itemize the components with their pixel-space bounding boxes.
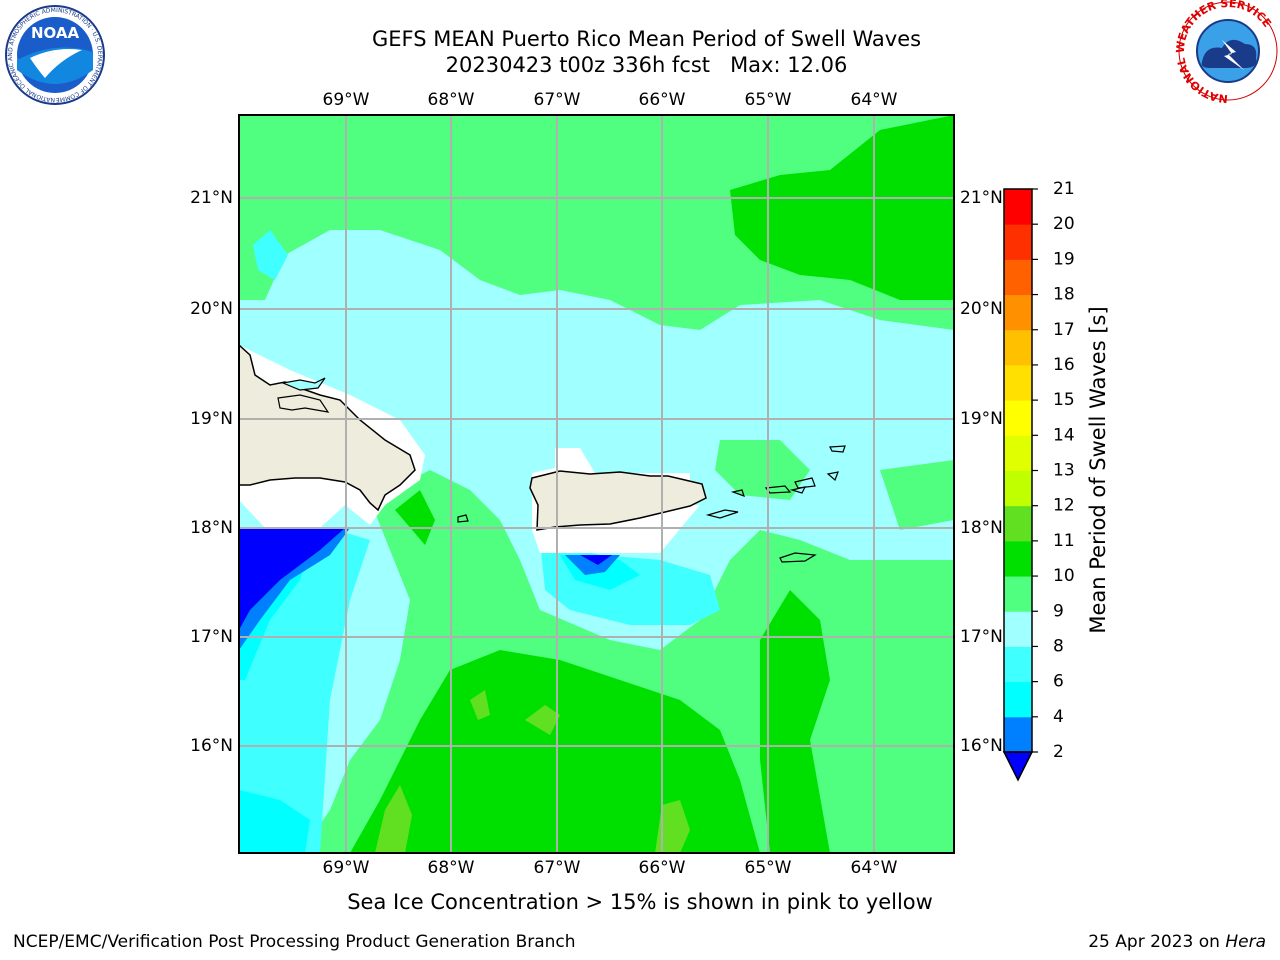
- lat-label-right: 20°N: [960, 299, 1003, 319]
- noaa-logo-text: NOAA: [31, 24, 80, 42]
- lat-label-right: 18°N: [960, 518, 1003, 538]
- colorbar-tick-label: 15: [1053, 390, 1075, 410]
- lon-label-bottom: 68°W: [428, 858, 475, 878]
- colorbar-tick-label: 14: [1053, 425, 1075, 445]
- colorbar-label: Mean Period of Swell Waves [s]: [1086, 306, 1110, 634]
- lon-label-top: 65°W: [745, 90, 792, 110]
- lat-label-left: 17°N: [190, 627, 233, 647]
- title-line-1: GEFS MEAN Puerto Rico Mean Period of Swe…: [371, 27, 922, 51]
- colorbar-tick-label: 13: [1053, 461, 1075, 481]
- noaa-logo: NATIONAL OCEANIC AND ATMOSPHERIC ADMINIS…: [0, 0, 105, 105]
- lon-label-top: 64°W: [851, 90, 898, 110]
- map-frame: [238, 114, 955, 854]
- colorbar-segment: [1004, 189, 1032, 225]
- colorbar-segment: [1004, 470, 1032, 507]
- chart-title: GEFS MEAN Puerto Rico Mean Period of Swe…: [200, 26, 1093, 78]
- lon-label-top: 68°W: [428, 90, 475, 110]
- colorbar-tick-label: 2: [1053, 742, 1064, 762]
- colorbar-tick-label: 20: [1053, 214, 1075, 234]
- colorbar-segment: [1004, 224, 1032, 260]
- lon-label-bottom: 66°W: [639, 858, 686, 878]
- colorbar-tick-label: 19: [1053, 249, 1075, 269]
- lon-label-top: 67°W: [534, 90, 581, 110]
- lon-label-bottom: 69°W: [323, 858, 370, 878]
- lat-label-right: 19°N: [960, 409, 1003, 429]
- lat-label-right: 17°N: [960, 627, 1003, 647]
- colorbar-segment: [1004, 505, 1032, 542]
- lon-label-bottom: 64°W: [851, 858, 898, 878]
- colorbar-tick-label: 17: [1053, 320, 1075, 340]
- lat-label-left: 20°N: [190, 299, 233, 319]
- swell-period-field: [239, 115, 954, 853]
- lon-label-bottom: 65°W: [745, 858, 792, 878]
- colorbar-segment: [1004, 364, 1032, 401]
- footer-host: Hera: [1225, 932, 1266, 952]
- map-gridlines: [239, 115, 954, 853]
- colorbar-segment: [1004, 400, 1032, 436]
- colorbar: 2 4 6 8 9 10 11 12 13 14 15 16 17 18 19 20 21: [1002, 179, 1075, 782]
- colorbar-segment: [1004, 646, 1032, 683]
- lat-label-left: 16°N: [190, 736, 233, 756]
- colorbar-min-arrow: [1002, 751, 1034, 782]
- colorbar-segment: [1004, 435, 1032, 471]
- map-axis-labels: 69°W 69°W 68°W 68°W 67°W 67°W 66°W 66°W 65°W 65°W…: [190, 90, 1003, 878]
- colorbar-segment: [1004, 716, 1032, 753]
- footer-producer: NCEP/EMC/Verification Post Processing Pr…: [13, 932, 576, 952]
- footer-date: 25 Apr 2023 on Hera: [1088, 932, 1266, 952]
- colorbar-tick-label: 16: [1053, 355, 1075, 375]
- colorbar-segment: [1004, 294, 1032, 331]
- lat-label-right: 21°N: [960, 188, 1003, 208]
- colorbar-tick-label: 18: [1053, 285, 1075, 305]
- colorbar-tick-label: 6: [1053, 672, 1064, 692]
- nws-logo: NATIONAL WEATHER SERVICE: [1174, 0, 1278, 105]
- colorbar-segment: [1004, 329, 1032, 366]
- colorbar-tick-label: 11: [1053, 531, 1075, 551]
- lat-label-left: 19°N: [190, 409, 233, 429]
- colorbar-segment: [1004, 611, 1032, 647]
- lon-label-bottom: 67°W: [534, 858, 581, 878]
- colorbar-tick-label: 4: [1053, 707, 1064, 727]
- lon-label-top: 69°W: [323, 90, 370, 110]
- lon-label-top: 66°W: [639, 90, 686, 110]
- colorbar-segment: [1004, 259, 1032, 296]
- lat-label-right: 16°N: [960, 736, 1003, 756]
- footer-date-text: 25 Apr 2023 on: [1088, 932, 1220, 952]
- title-line-2: 20230423 t00z 336h fcst Max: 12.06: [445, 53, 848, 77]
- lat-label-left: 21°N: [190, 188, 233, 208]
- colorbar-tick-label: 8: [1053, 636, 1064, 656]
- lat-label-left: 18°N: [190, 518, 233, 538]
- colorbar-tick-label: 10: [1053, 566, 1075, 586]
- colorbar-segment: [1004, 540, 1032, 577]
- colorbar-segment: [1004, 681, 1032, 718]
- colorbar-tick-label: 9: [1053, 601, 1064, 621]
- colorbar-segment: [1004, 576, 1032, 612]
- colorbar-tick-label: 12: [1053, 496, 1075, 516]
- sea-ice-note: Sea Ice Concentration > 15% is shown in …: [347, 890, 933, 914]
- colorbar-tick-label: 21: [1053, 179, 1075, 199]
